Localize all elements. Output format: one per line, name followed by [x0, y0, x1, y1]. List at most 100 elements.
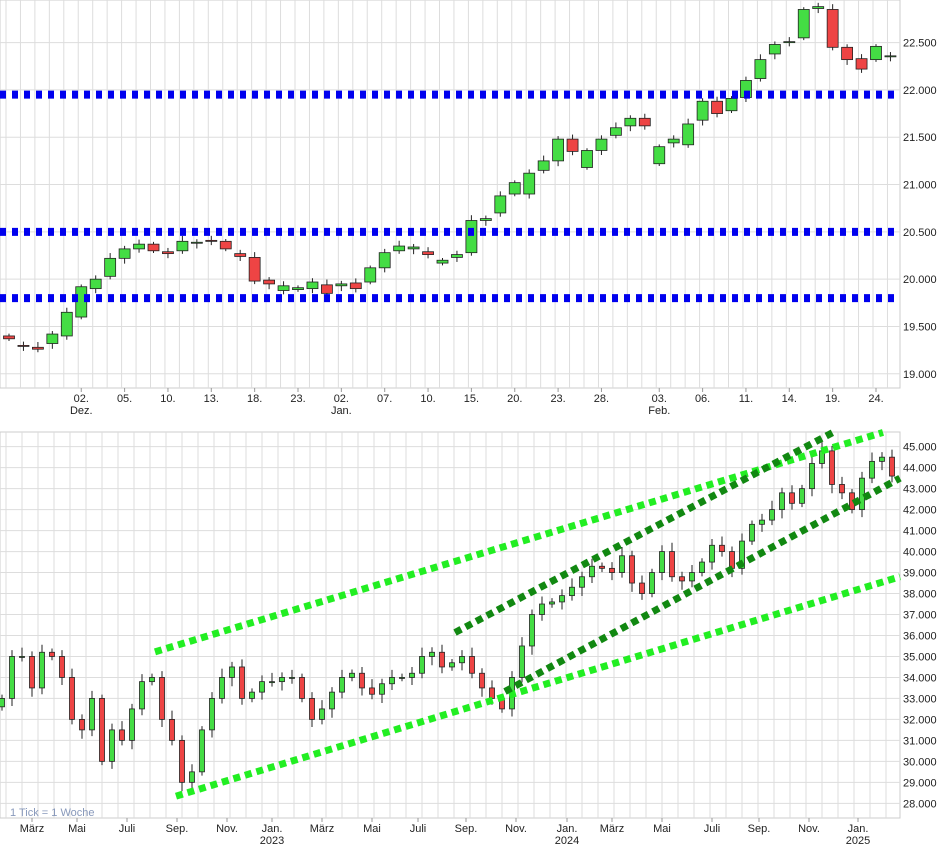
candle-up	[699, 561, 705, 573]
candle-up	[581, 150, 593, 168]
candle-down	[789, 492, 795, 504]
x-tick-label: 19.	[825, 393, 840, 405]
x-tick-label: 10.	[160, 393, 175, 405]
candle-up	[779, 492, 785, 511]
candle-down	[239, 666, 245, 699]
candle-up	[579, 576, 585, 588]
x-tick-label: 28.	[594, 393, 609, 405]
x-tick-label: 23.	[550, 393, 565, 405]
candle-up	[429, 651, 435, 657]
candle-up	[409, 672, 415, 678]
candle-down	[234, 253, 247, 257]
candle-up	[104, 257, 117, 277]
candle-down	[729, 551, 735, 569]
candle-up	[189, 771, 195, 783]
x-tick-label: 02.	[334, 393, 349, 405]
x-tick-sublabel: Dez.	[70, 405, 93, 417]
x-tick-label: März	[600, 823, 624, 835]
candle-up	[393, 245, 406, 252]
candle-up	[19, 656, 25, 658]
y-tick-label: 45.000	[903, 442, 937, 454]
y-tick-label: 38.000	[903, 589, 937, 601]
light-trend-line	[174, 573, 902, 800]
candle-up	[552, 138, 564, 162]
x-tick-label: 23.	[290, 393, 305, 405]
candle-down	[59, 656, 65, 678]
candle-up	[289, 677, 295, 679]
light-trend-line	[153, 429, 885, 656]
candle-down	[479, 672, 485, 689]
candle-up	[118, 248, 131, 259]
candle-up	[378, 252, 391, 269]
candle-up	[624, 117, 637, 127]
candle-up	[459, 656, 465, 664]
candle-up	[725, 98, 738, 112]
candle-down	[599, 565, 605, 569]
candle-down	[369, 687, 375, 695]
candle-up	[739, 540, 745, 569]
candle-down	[669, 551, 675, 578]
candle-up	[277, 285, 290, 291]
candle-up	[759, 519, 765, 525]
x-tick-label: Juli	[410, 823, 427, 835]
candle-down	[79, 719, 85, 731]
y-tick-label: 21.500	[903, 132, 937, 144]
candle-down	[439, 651, 445, 668]
candle-down	[639, 582, 645, 594]
x-tick-label: Nov.	[505, 823, 527, 835]
x-tick-label: Nov.	[798, 823, 820, 835]
x-tick-sublabel: Jan.	[331, 405, 352, 417]
x-tick-label: 10.	[420, 393, 435, 405]
y-tick-label: 33.000	[903, 693, 937, 705]
candle-up	[389, 677, 395, 685]
x-tick-label: 05.	[117, 393, 132, 405]
candle-up	[749, 523, 755, 542]
candle-down	[179, 739, 185, 783]
candle-up	[407, 246, 420, 250]
x-tick-label: Nov.	[216, 823, 238, 835]
candle-up	[129, 708, 135, 741]
candle-up	[419, 656, 425, 674]
candle-down	[299, 677, 305, 699]
y-tick-label: 35.000	[903, 651, 937, 663]
candle-down	[719, 544, 725, 552]
candle-up	[799, 488, 805, 504]
candle-up	[279, 677, 285, 683]
x-tick-label: 11.	[739, 393, 753, 405]
candle-up	[176, 240, 189, 252]
candle-down	[359, 672, 365, 689]
candle-down	[841, 46, 853, 61]
candle-up	[449, 662, 455, 668]
candle-up	[60, 311, 73, 337]
x-tick-label: 13.	[204, 393, 219, 405]
candle-up	[199, 729, 205, 773]
candle-down	[469, 656, 475, 674]
candle-up	[754, 59, 767, 79]
candle-up	[149, 677, 155, 683]
x-tick-label: 15.	[464, 393, 479, 405]
candle-up	[269, 681, 275, 684]
candle-up	[879, 456, 885, 462]
candle-down	[422, 251, 434, 255]
candle-down	[69, 677, 75, 720]
candle-up	[335, 283, 348, 287]
candle-down	[169, 719, 175, 741]
y-tick-label: 19.500	[903, 321, 937, 333]
candle-up	[809, 463, 815, 490]
candle-up	[659, 551, 665, 573]
candle-up	[682, 123, 695, 146]
x-tick-sublabel: 2024	[555, 835, 579, 847]
x-tick-label: 07.	[377, 393, 392, 405]
candle-down	[839, 484, 845, 494]
x-tick-label: Sep.	[166, 823, 189, 835]
candle-up	[329, 691, 335, 710]
candle-down	[29, 656, 35, 689]
candle-up	[870, 45, 882, 61]
y-tick-label: 44.000	[903, 463, 937, 475]
y-tick-label: 41.000	[903, 526, 937, 538]
candle-up	[133, 243, 145, 250]
candle-up	[109, 729, 115, 762]
y-tick-label: 39.000	[903, 568, 937, 580]
candle-up	[769, 509, 775, 521]
candle-down	[32, 346, 44, 350]
